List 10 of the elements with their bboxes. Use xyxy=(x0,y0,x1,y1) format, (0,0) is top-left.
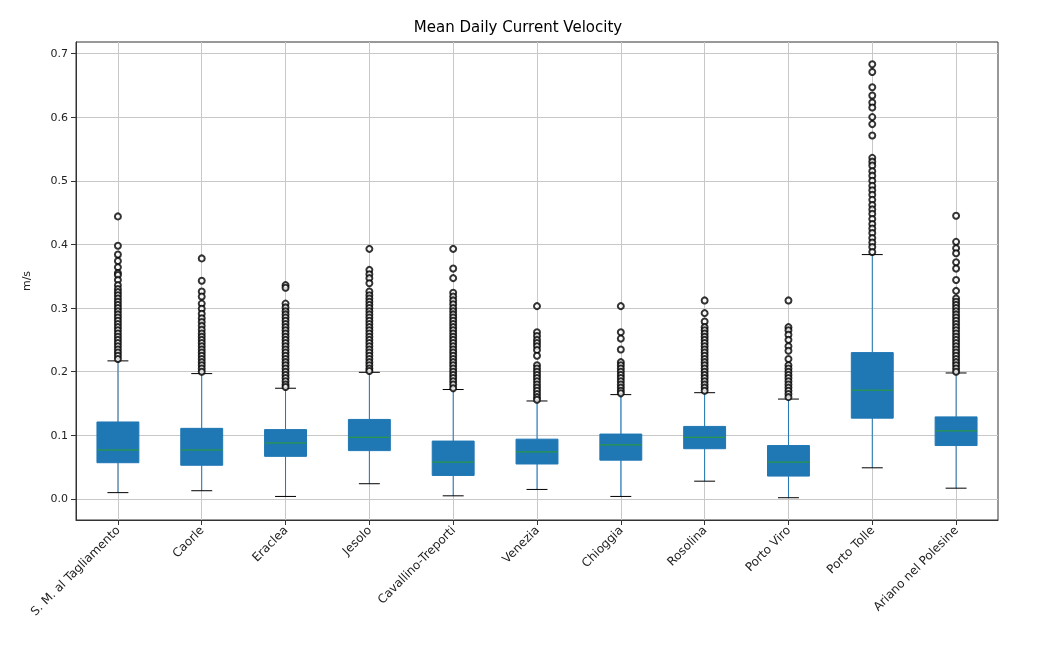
y-tick-label: 0.3 xyxy=(50,301,68,315)
y-tick-label: 0.0 xyxy=(50,492,68,506)
y-tick-label: 0.7 xyxy=(50,46,68,60)
y-tick-label: 0.5 xyxy=(50,174,68,188)
chart-title: Mean Daily Current Velocity xyxy=(413,17,623,36)
y-tick-label: 0.6 xyxy=(50,110,68,124)
y-tick-label: 0.2 xyxy=(50,365,68,379)
y-tick-label: 0.4 xyxy=(50,237,68,251)
y-axis-title: m/s xyxy=(20,270,33,292)
y-tick-label: 0.1 xyxy=(50,428,68,442)
